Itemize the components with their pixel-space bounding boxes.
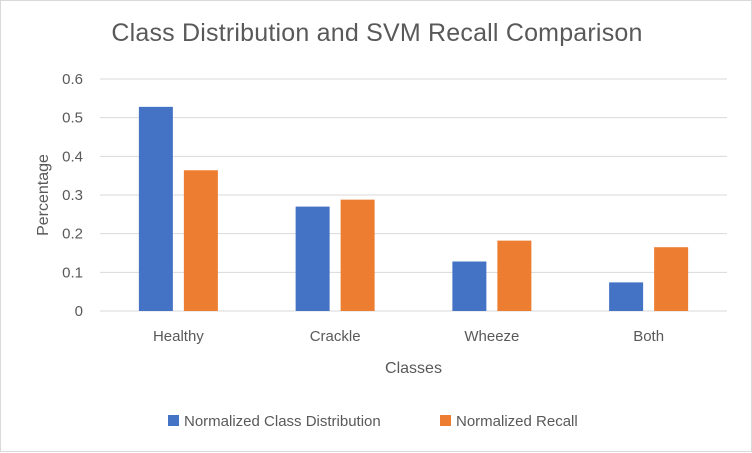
y-tick-label: 0.2 xyxy=(62,226,83,243)
x-axis-ticks: Healthy Crackle Wheeze Both xyxy=(153,328,664,345)
legend-swatch xyxy=(168,415,179,426)
x-tick-label: Healthy xyxy=(153,328,204,345)
bar-both-series-1 xyxy=(654,247,689,311)
y-tick-label: 0.6 xyxy=(62,71,83,88)
bar-healthy-series-0 xyxy=(138,106,173,311)
y-axis-ticks: 0 0.1 0.2 0.3 0.4 0.5 0.6 xyxy=(62,71,83,320)
bars xyxy=(138,106,689,311)
x-tick-label: Both xyxy=(633,328,664,345)
x-axis-title: Classes xyxy=(385,360,442,377)
bar-wheeze-series-1 xyxy=(497,240,532,311)
bar-crackle-series-0 xyxy=(295,206,330,311)
y-tick-label: 0.1 xyxy=(62,264,83,281)
y-tick-label: 0 xyxy=(75,303,83,320)
x-tick-label: Wheeze xyxy=(464,328,519,345)
y-tick-label: 0.3 xyxy=(62,187,83,204)
legend-label: Normalized Class Distribution xyxy=(184,413,381,430)
y-axis-title: Percentage xyxy=(35,154,52,236)
x-tick-label: Crackle xyxy=(310,328,361,345)
bar-wheeze-series-0 xyxy=(452,261,487,311)
legend-label: Normalized Recall xyxy=(456,413,578,430)
y-tick-label: 0.4 xyxy=(62,148,83,165)
legend-swatch xyxy=(440,415,451,426)
bar-healthy-series-1 xyxy=(183,170,218,311)
chart-title: Class Distribution and SVM Recall Compar… xyxy=(111,19,643,47)
y-tick-label: 0.5 xyxy=(62,110,83,127)
legend: Normalized Class Distribution Normalized … xyxy=(168,413,578,430)
bar-crackle-series-1 xyxy=(340,199,375,311)
bar-both-series-0 xyxy=(609,282,644,311)
